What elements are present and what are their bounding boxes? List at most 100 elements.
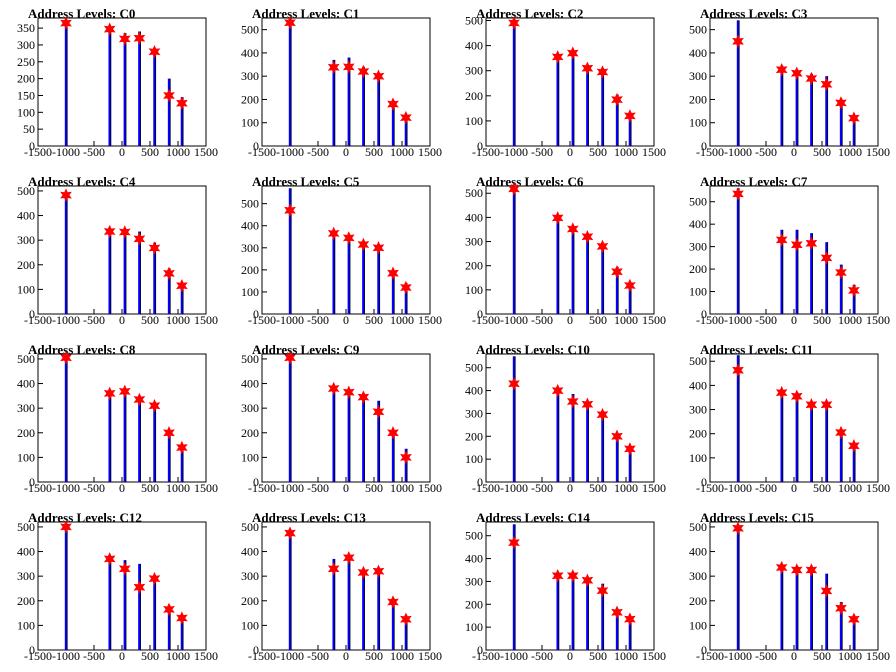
y-tick-label: 100 (465, 114, 483, 128)
histogram-bar (377, 400, 380, 482)
x-tick-label: -500 (83, 145, 105, 159)
x-tick-label: -500 (531, 649, 553, 663)
histogram-bar (795, 566, 798, 650)
y-tick-label: 500 (465, 186, 483, 200)
y-tick-label: 300 (17, 401, 35, 415)
chart-panel: Address Levels: C11 0 100 200 300 400 500 -1500… (672, 336, 896, 504)
histogram-bar (810, 402, 813, 482)
x-tick-label: 0 (119, 481, 125, 495)
peak-marker (581, 61, 594, 75)
peak-marker (357, 390, 370, 404)
peak-marker (342, 60, 355, 74)
y-tick-label: 100 (17, 618, 35, 632)
chart-panel: Address Levels: C12 0 100 200 300 400 500 -1500… (0, 504, 224, 672)
x-tick-label: 0 (567, 313, 573, 327)
y-tick-label: 300 (465, 406, 483, 420)
y-tick-label: 400 (465, 552, 483, 566)
x-tick-label: -1500 (24, 145, 52, 159)
peak-marker (327, 226, 340, 241)
peak-marker (327, 381, 340, 396)
peak-marker (357, 237, 370, 252)
peak-marker (848, 283, 860, 298)
peak-marker (508, 376, 520, 391)
y-tick-label: 300 (689, 569, 707, 583)
y-tick-label: 400 (241, 377, 259, 391)
histogram-bar (138, 563, 141, 650)
chart-title: Address Levels: C11 (700, 342, 814, 357)
histogram-bar (362, 568, 365, 650)
y-tick-label: 0 (29, 139, 35, 153)
chart-plot: 0 100 200 300 400 500 -1500 -1000 -500 0 500 1000 15… (465, 14, 666, 159)
histogram-bar (556, 216, 559, 314)
chart-panel: Address Levels: C3 0 100 200 300 400 500 -1500-… (672, 0, 896, 168)
histogram-bar (108, 229, 111, 314)
peak-marker (596, 239, 609, 254)
chart-plot: 0 100 200 300 400 500 -1500 -1000 -500 0 500 1000 15… (465, 521, 666, 663)
peak-marker (581, 397, 594, 412)
x-tick-label: 1500 (866, 649, 890, 663)
y-tick-label: 100 (465, 452, 483, 466)
histogram-bar (64, 193, 68, 314)
histogram-bar (601, 243, 604, 314)
histogram-bar (138, 397, 141, 482)
x-tick-label: 0 (343, 145, 349, 159)
y-tick-label: 500 (689, 354, 707, 368)
y-tick-label: 0 (253, 307, 259, 321)
x-tick-label: -500 (307, 313, 329, 327)
histogram-bar (180, 446, 184, 482)
peak-marker (835, 96, 847, 110)
histogram-bar (852, 443, 856, 482)
histogram-bar (391, 269, 395, 314)
y-tick-label: 0 (477, 475, 483, 489)
x-tick-label: 500 (365, 481, 383, 495)
x-tick-label: 1500 (642, 313, 666, 327)
histogram-bar (512, 524, 516, 650)
x-tick-label: -1500 (696, 145, 724, 159)
y-tick-label: 400 (17, 545, 35, 559)
y-tick-label: 100 (241, 285, 259, 299)
chart-title: Address Levels: C13 (252, 510, 366, 525)
y-tick-label: 0 (701, 307, 707, 321)
x-tick-label: 500 (365, 313, 383, 327)
histogram-bar (556, 572, 559, 650)
y-tick-label: 400 (17, 209, 35, 223)
peak-marker (148, 571, 161, 586)
y-tick-label: 500 (689, 520, 707, 534)
y-tick-label: 500 (241, 520, 259, 534)
peak-marker (133, 31, 146, 45)
histogram-bar (736, 355, 740, 482)
y-tick-label: 100 (689, 285, 707, 299)
chart-panel: Address Levels: C0 0 50 100 150 200 250 300 350 -… (0, 0, 224, 168)
histogram-bar (556, 388, 559, 482)
x-tick-label: 500 (365, 145, 383, 159)
x-tick-label: -1000 (276, 145, 304, 159)
y-tick-label: 150 (17, 88, 35, 102)
histogram-bar (167, 78, 171, 146)
histogram-bar (362, 393, 365, 482)
y-tick-label: 400 (689, 378, 707, 392)
x-tick-label: 0 (343, 481, 349, 495)
peak-marker (775, 385, 788, 400)
y-tick-label: 300 (241, 69, 259, 83)
chart-plot: 0 100 200 300 400 500 -1500 -1000 -500 0 500 1000 15… (17, 350, 218, 495)
y-tick-label: 0 (701, 643, 707, 657)
histogram-bar (825, 573, 828, 650)
y-tick-label: 0 (29, 643, 35, 657)
y-tick-label: 500 (689, 195, 707, 209)
x-tick-label: 0 (567, 145, 573, 159)
histogram-bar (736, 188, 740, 314)
chart-panel: Address Levels: C6 0 100 200 300 400 500 -1500-… (448, 168, 672, 336)
x-tick-label: 1500 (866, 313, 890, 327)
y-tick-label: 500 (17, 184, 35, 198)
y-tick-label: 300 (465, 574, 483, 588)
y-tick-label: 400 (465, 384, 483, 398)
y-tick-label: 250 (17, 55, 35, 69)
y-tick-label: 200 (465, 429, 483, 443)
chart-plot: 0 50 100 150 200 250 300 350 -1500 -1000 -500 0 500 1… (17, 16, 218, 159)
peak-marker (372, 241, 385, 255)
x-tick-label: 0 (791, 649, 797, 663)
peak-marker (400, 612, 412, 626)
peak-marker (732, 363, 744, 377)
x-tick-label: 1000 (614, 313, 638, 327)
y-tick-label: 300 (465, 235, 483, 249)
